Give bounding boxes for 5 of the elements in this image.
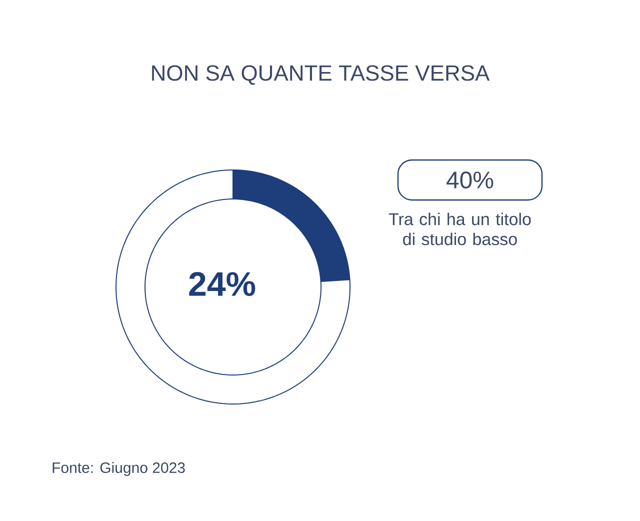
text: 24% <box>189 272 256 296</box>
chart-title: NON SA QUANTE TASSE VERSA <box>152 65 490 85</box>
source-note: Fonte: Giugno 2023 <box>52 462 185 476</box>
text: 40% <box>446 172 494 188</box>
text: Tra chi ha un titolo di studio basso <box>388 212 531 246</box>
